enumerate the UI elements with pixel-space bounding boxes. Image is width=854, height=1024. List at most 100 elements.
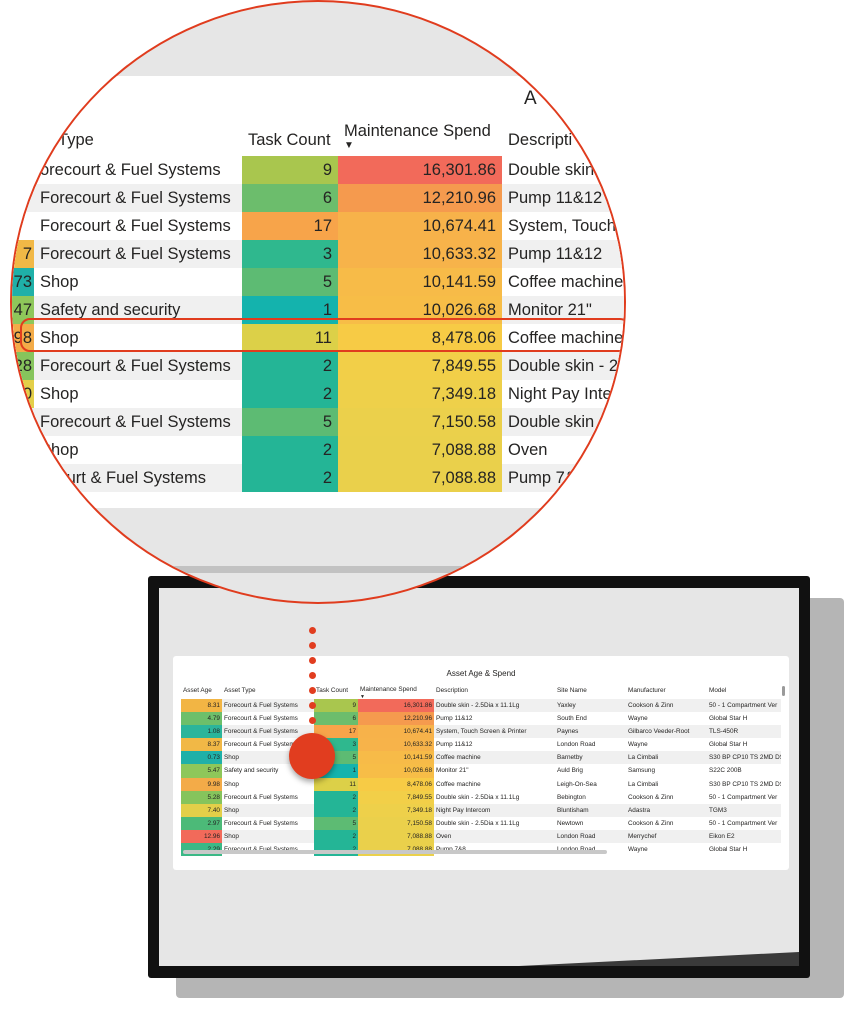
- table-row[interactable]: 7.40 Shop 2 7,349.18 Night Pay Intercom Blunt…: [181, 803, 781, 817]
- table-row[interactable]: 12.96 Shop 2 7,088.88 Oven London Road Merrych…: [181, 829, 781, 844]
- horizontal-scrollbar[interactable]: [183, 850, 607, 854]
- zoomed-description-cell: System, Touch S: [508, 217, 626, 235]
- column-header-description[interactable]: Description: [436, 687, 468, 694]
- table-row[interactable]: 2.97 Forecourt & Fuel Systems 5 7,150.58 Dou…: [181, 816, 781, 830]
- table-row[interactable]: 5.47 Safety and security 1 10,026.68 Monitor…: [181, 764, 781, 778]
- zoomed-maintenance-spend-cell: 12,210.96: [338, 184, 502, 212]
- description-cell: Coffee machine: [436, 754, 481, 762]
- asset-age-cell: 8.37: [181, 738, 222, 752]
- asset-age-spend-visual[interactable]: Asset Age & Spend Asset Age Asset Type T…: [173, 656, 789, 870]
- description-cell: Pump 11&12: [436, 715, 473, 723]
- zoomed-description-cell: Pump 11&12: [508, 245, 603, 263]
- column-header-asset-age[interactable]: Asset Age: [183, 687, 212, 694]
- zoomed-table-row: orecourt & Fuel Systems 9 16,301.86 Double …: [12, 156, 624, 184]
- column-header-task-count[interactable]: Task Count: [316, 687, 348, 694]
- site-name-cell: Barnetby: [557, 754, 583, 762]
- manufacturer-cell: Gilbarco Veeder-Root: [628, 728, 690, 736]
- asset-type-cell: Shop: [224, 832, 239, 840]
- screen-sheen: [519, 952, 799, 966]
- site-name-cell: Auld Brig: [557, 767, 583, 775]
- description-cell: Double skin - 2.5Dia x 11.1Lg: [436, 819, 520, 827]
- zoomed-asset-age-cell: [12, 156, 34, 184]
- zoomed-maintenance-spend-cell: 10,674.41: [338, 212, 502, 240]
- table-row[interactable]: 1.08 Forecourt & Fuel Systems 17 10,674.41 S…: [181, 725, 781, 739]
- asset-type-cell: Forecourt & Fuel Systems: [224, 728, 298, 736]
- asset-type-cell: Shop: [224, 754, 239, 762]
- monitor: Asset Age & Spend Asset Age Asset Type T…: [148, 576, 810, 978]
- maintenance-spend-cell: 8,478.06: [358, 777, 434, 791]
- model-cell: S22C 200B: [709, 767, 742, 775]
- zoomed-table-row: Forecourt & Fuel Systems 17 10,674.41 Syste…: [12, 212, 626, 240]
- column-header-model[interactable]: Model: [709, 687, 727, 694]
- site-name-cell: Yaxley: [557, 702, 576, 709]
- magnifier-zoom: A et Type Task Count Maintenance Spend ▼…: [10, 0, 626, 604]
- maintenance-spend-cell: 16,301.86: [358, 699, 434, 713]
- zoomed-header-maintenance-spend: Maintenance Spend ▼: [338, 122, 502, 150]
- model-cell: 50 - 1 Compartment Ver: [709, 819, 778, 827]
- description-cell: Night Pay Intercom: [436, 806, 491, 814]
- zoomed-description-cell: Double skin -: [508, 413, 605, 431]
- manufacturer-cell: Merrychef: [628, 832, 657, 840]
- zoomed-task-count-cell: 17: [242, 212, 338, 240]
- zoomed-table-row: ecourt & Fuel Systems 2 7,088.88 Pump 7&8: [12, 464, 624, 492]
- zoomed-task-count-cell: 2: [242, 464, 338, 492]
- manufacturer-cell: Wayne: [628, 846, 648, 854]
- site-name-cell: South End: [557, 715, 587, 723]
- table-row[interactable]: 0.73 Shop 5 10,141.59 Coffee machine Barnetby…: [181, 751, 781, 765]
- task-count-cell: 2: [314, 790, 358, 804]
- zoomed-asset-age-cell: [12, 436, 34, 464]
- zoomed-description-cell: Coffee machine: [508, 329, 624, 347]
- zoomed-maintenance-spend-cell: 7,849.55: [338, 352, 502, 380]
- table-row[interactable]: 5.28 Forecourt & Fuel Systems 2 7,849.55 Dou…: [181, 790, 781, 804]
- zoomed-table-row: Forecourt & Fuel Systems 6 12,210.96 Pump 1…: [12, 184, 624, 212]
- asset-type-cell: Forecourt & Fuel Systems: [222, 843, 314, 856]
- zoomed-asset-type-cell: Shop: [40, 385, 79, 403]
- zoomed-table-row: 7 Forecourt & Fuel Systems 3 10,633.32 Pump …: [12, 240, 624, 268]
- connector-dot: [309, 627, 316, 634]
- model-cell: TGM3: [709, 806, 727, 814]
- zoomed-asset-age-cell: 0: [12, 380, 34, 408]
- description-cell: Pump 7&8: [434, 843, 555, 856]
- table-row[interactable]: 4.79 Forecourt & Fuel Systems 6 12,210.96 Pu…: [181, 712, 781, 726]
- zoomed-table-row: 28 Forecourt & Fuel Systems 2 7,849.55 Doubl…: [12, 352, 624, 380]
- table-row[interactable]: 8.31 Forecourt & Fuel Systems 9 16,301.86 Do…: [181, 699, 781, 713]
- zoomed-header-label: Maintenance Spend: [344, 122, 491, 140]
- task-count-cell: 11: [314, 777, 358, 791]
- zoomed-asset-age-cell: 7: [12, 240, 34, 268]
- site-name-cell: Bebington: [557, 793, 586, 801]
- task-count-cell: 5: [314, 816, 358, 830]
- manufacturer-cell: Wayne: [628, 741, 648, 749]
- manufacturer-cell: Cookson & Zinn: [628, 793, 674, 801]
- zoomed-asset-type-cell: Forecourt & Fuel Systems: [40, 413, 231, 431]
- zoomed-asset-type-cell: Shop: [40, 441, 79, 459]
- visual-title-partial: A: [524, 88, 537, 109]
- maintenance-spend-cell: 12,210.96: [358, 712, 434, 726]
- zoomed-asset-age-cell: [12, 212, 34, 240]
- column-header-label: Maintenance Spend: [360, 686, 417, 693]
- zoomed-maintenance-spend-cell: 7,150.58: [338, 408, 502, 436]
- column-header-manufacturer[interactable]: Manufacturer: [628, 687, 666, 694]
- asset-table: Asset Age Asset Type Task Count Maintena…: [181, 683, 781, 857]
- zoomed-maintenance-spend-cell: 10,141.59: [338, 268, 502, 296]
- column-header-site-name[interactable]: Site Name: [557, 687, 587, 694]
- asset-age-cell: 7.40: [181, 803, 222, 817]
- zoomed-table-row: 73 Shop 5 10,141.59 Coffee machine: [12, 268, 624, 296]
- asset-age-cell: 2.97: [181, 816, 222, 830]
- zoomed-task-count-cell: 5: [242, 268, 338, 296]
- vertical-scrollbar[interactable]: [782, 686, 785, 696]
- model-cell: S30 BP CP10 TS 2MD DS: [709, 780, 781, 788]
- connector-dot: [309, 672, 316, 679]
- zoomed-maintenance-spend-cell: 7,088.88: [338, 436, 502, 464]
- zoomed-description-cell: Pump 11&12: [508, 189, 603, 207]
- manufacturer-cell: La Cimbali: [628, 780, 659, 788]
- zoomed-asset-type-cell: Shop: [40, 273, 79, 291]
- table-row[interactable]: 8.37 Forecourt & Fuel Systems 3 10,633.32 Pu…: [181, 738, 781, 752]
- asset-age-cell: 5.28: [181, 790, 222, 804]
- task-count-cell: 6: [314, 712, 358, 726]
- table-row[interactable]: 9.98 Shop 11 8,478.06 Coffee machine Leigh-On…: [181, 777, 781, 791]
- zoomed-task-count-cell: 2: [242, 380, 338, 408]
- column-header-asset-type[interactable]: Asset Type: [224, 687, 256, 694]
- description-cell: Coffee machine: [436, 780, 481, 788]
- highlighted-row-outline: [20, 318, 624, 352]
- column-header-maintenance-spend[interactable]: Maintenance Spend ▼: [358, 683, 434, 699]
